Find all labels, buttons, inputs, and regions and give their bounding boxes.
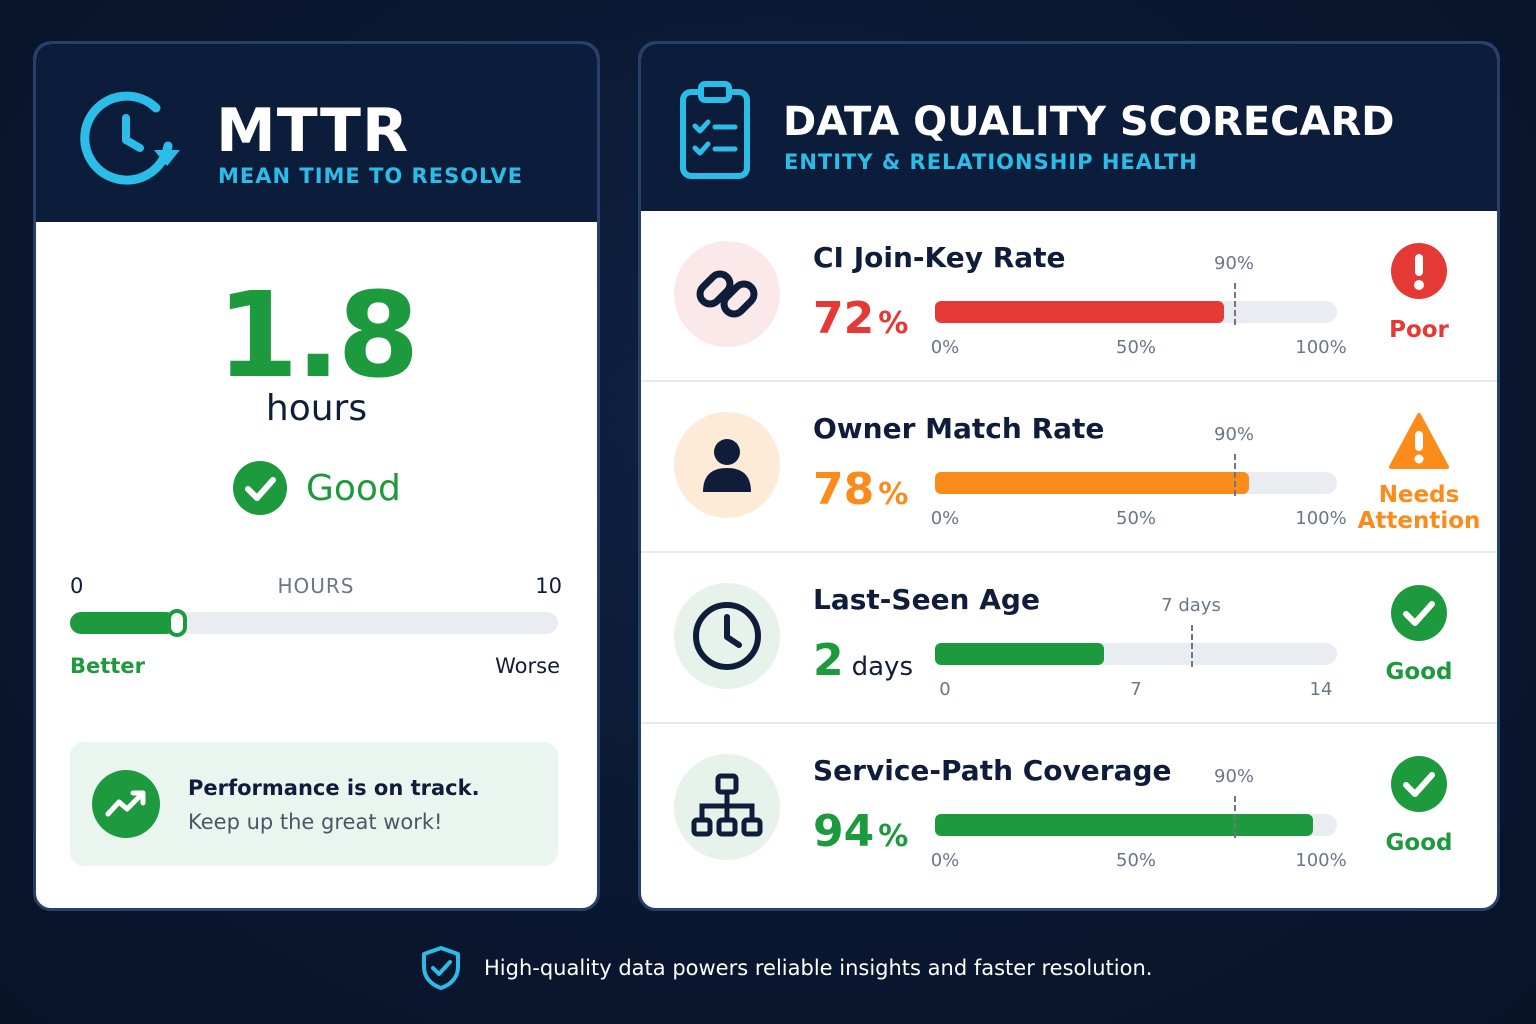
target-marker [1234,283,1236,325]
clipboard-checklist-icon [680,81,750,179]
row-title: Service-Path Coverage [813,754,1172,787]
bar-fill [935,301,1224,323]
scorecard-row-last-seen-age: Last-Seen Age 2 days 7 days 0 7 14 Good [641,553,1497,724]
target-label: 90% [1213,424,1255,445]
better-label: Better [70,654,145,678]
mttr-scale: 0 HOURS 10 [70,574,562,604]
row-progress-bar: 7 days 0 7 14 [935,595,1337,700]
target-label: 90% [1213,253,1255,274]
scale-min: 0 [70,574,84,598]
row-value: 78% [813,464,908,515]
footer: High-quality data powers reliable insigh… [420,944,1152,992]
performance-body: Keep up the great work! [188,810,443,834]
bar-tick: 0% [930,850,960,871]
row-value: 72% [813,293,908,344]
row-icon-circle [674,412,780,518]
scorecard-subtitle: ENTITY & RELATIONSHIP HEALTH [784,150,1198,174]
row-progress-bar: 90% 0% 50% 100% [931,766,1347,871]
row-progress-bar: 90% 0% 50% 100% [931,424,1347,529]
target-marker [1234,454,1236,496]
bar-tick: 100% [1295,850,1347,871]
performance-message: Performance is on track. Keep up the gre… [70,742,558,866]
footer-text: High-quality data powers reliable insigh… [484,956,1153,980]
scale-max: 10 [535,574,562,598]
row-status-label: Poor [1389,317,1449,343]
row-status: Poor [1349,241,1489,343]
target-label: 7 days [1161,595,1221,616]
worse-label: Worse [495,654,560,678]
clock-refresh-icon [80,91,180,185]
row-value-number: 72 [813,293,875,344]
row-value-unit: % [878,819,909,854]
mttr-subtitle: MEAN TIME TO RESOLVE [218,164,524,188]
bar-tick: 14 [1309,679,1333,700]
mttr-card: MTTR MEAN TIME TO RESOLVE 1.8 hours Good… [33,41,600,911]
row-title: Last-Seen Age [813,583,1040,616]
check-circle-icon [233,461,287,515]
row-title: CI Join-Key Rate [813,241,1066,274]
row-status: Needs Attention [1349,412,1489,534]
row-value-number: 78 [813,464,875,515]
hierarchy-icon [691,773,763,837]
user-icon [703,439,751,492]
link-icon [696,270,758,318]
warning-icon [1389,413,1449,469]
target-label: 90% [1213,766,1255,787]
trend-up-icon [92,770,160,838]
bar-tick: 50% [1115,508,1157,529]
scorecard-row-ci-join-key-rate: CI Join-Key Rate 72% 90% 0% 50% 100% Poor [641,211,1497,382]
row-status-label: Needs Attention [1357,482,1481,534]
check-icon [1391,585,1447,641]
check-icon [1391,756,1447,812]
bar-tick: 100% [1295,508,1347,529]
scorecard-row-service-path-coverage: Service-Path Coverage 94% 90% 0% 50% 100% Good [641,724,1497,895]
row-value-unit: % [878,477,909,512]
mttr-header: MTTR MEAN TIME TO RESOLVE [36,44,597,222]
bar-tick: 50% [1115,337,1157,358]
error-icon [1391,243,1447,299]
bar-tick: 50% [1115,850,1157,871]
bar-fill [935,814,1313,836]
row-value-number: 94 [813,806,875,857]
row-status-label: Good [1385,659,1453,685]
target-marker [1191,625,1193,667]
mttr-unit: hours [265,388,368,429]
bar-tick: 0% [930,337,960,358]
row-status: Good [1349,754,1489,856]
clock-icon [693,602,761,670]
bar-fill [935,643,1104,665]
shield-check-icon [422,946,460,990]
scorecard-row-owner-match-rate: Owner Match Rate 78% 90% 0% 50% 100% Needs Att… [641,382,1497,553]
bar-tick: 7 [1130,679,1142,700]
performance-title: Performance is on track. [188,776,480,800]
mttr-gauge-fill [70,612,177,634]
mttr-title: MTTR [216,96,410,166]
mttr-status: Good [232,459,401,517]
bar-tick: 100% [1295,337,1347,358]
row-progress-bar: 90% 0% 50% 100% [931,253,1347,358]
row-value-number: 2 [813,635,844,686]
row-value: 94% [813,806,908,857]
scale-unit: HOURS [277,574,355,598]
row-icon-circle [674,241,780,347]
row-value-unit: days [851,652,913,682]
row-value-unit: % [878,306,909,341]
scorecard-card: DATA QUALITY SCORECARD ENTITY & RELATION… [638,41,1500,911]
row-status: Good [1349,583,1489,685]
row-value: 2 days [813,635,913,686]
mttr-gauge-marker [167,609,187,637]
scorecard-header: DATA QUALITY SCORECARD ENTITY & RELATION… [641,44,1497,211]
mttr-gauge-track [70,609,558,637]
bar-tick: 0% [930,508,960,529]
target-marker [1234,796,1236,838]
bar-fill [935,472,1249,494]
mttr-status-label: Good [306,467,401,509]
row-title: Owner Match Rate [813,412,1105,445]
row-icon-circle [674,754,780,860]
bar-tick: 0 [939,679,951,700]
mttr-value: 1.8 [216,266,419,404]
row-status-label: Good [1385,830,1453,856]
row-icon-circle [674,583,780,689]
scorecard-title: DATA QUALITY SCORECARD [783,99,1395,145]
